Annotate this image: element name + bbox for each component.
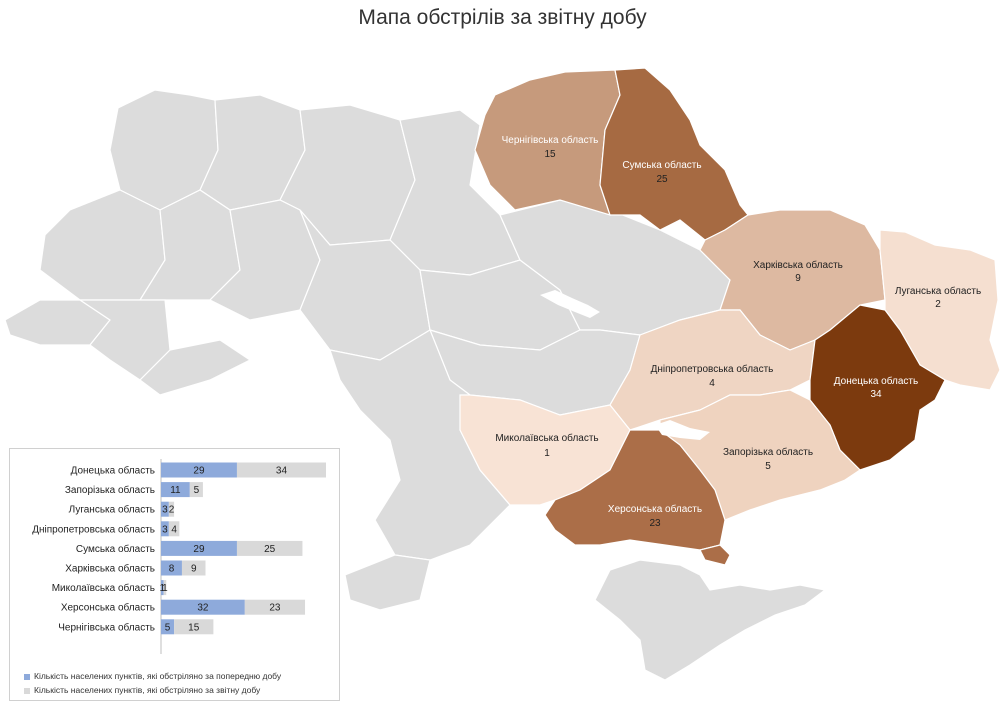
region-odesa[interactable]	[329, 329, 511, 561]
bar-previous-day	[161, 560, 182, 576]
map-label-sumy: Сумська область 25	[622, 159, 701, 185]
map-label-kherson-value: 23	[649, 518, 661, 529]
bar-current-day	[236, 462, 326, 478]
legend-swatch-current	[24, 687, 30, 694]
bar-current-day	[168, 521, 180, 537]
reservoir-kakhovka	[655, 420, 710, 440]
region-lviv[interactable]	[39, 189, 166, 301]
region-luhansk[interactable]	[879, 229, 1001, 391]
map-label-zaporizhzhia: Запорізька область 5	[723, 446, 813, 472]
map-label-dnipro: Дніпропетровська область 4	[651, 363, 774, 389]
region-kherson-spit[interactable]	[699, 544, 731, 566]
bar-previous-day	[161, 619, 175, 635]
map-label-kharkiv-name: Харківська область	[753, 259, 843, 271]
region-kherson[interactable]	[544, 429, 726, 551]
data-label-current-day: 15	[188, 622, 200, 633]
bar-previous-day	[161, 540, 237, 556]
map-label-kharkiv: Харківська область 9	[753, 259, 843, 284]
map-label-zaporizhzhia-name: Запорізька область	[723, 446, 813, 458]
data-label-current-day: 34	[276, 466, 288, 477]
bar-current-day	[174, 619, 214, 635]
category-label: Сумська область	[76, 543, 155, 555]
category-label: Донецька область	[71, 465, 155, 477]
page-title: Мапа обстрілів за звітну добу	[358, 6, 647, 29]
data-label-current-day: 9	[191, 564, 197, 575]
gray-regions	[4, 89, 731, 611]
map-label-sumy-name: Сумська область	[622, 159, 701, 171]
map-label-luhansk-name: Луганська область	[895, 285, 981, 297]
map-label-luhansk: Луганська область 2	[895, 285, 981, 310]
data-label-previous-day: 11	[170, 485, 181, 496]
map-label-zaporizhzhia-value: 5	[765, 461, 771, 472]
map-label-donetsk-name: Донецька область	[834, 375, 918, 387]
map-label-dnipro-value: 4	[709, 378, 715, 389]
data-label-previous-day: 29	[193, 466, 205, 477]
category-label: Чернігівська область	[58, 621, 155, 633]
map-label-chernihiv-value: 15	[544, 149, 556, 160]
category-label: Запорізька область	[65, 484, 155, 496]
map-label-kherson: Херсонська область 23	[608, 503, 702, 529]
legend-label-current: Кількість населених пунктів, які обстріл…	[34, 685, 261, 695]
data-label-previous-day: 5	[165, 622, 171, 633]
data-label-current-day: 23	[269, 603, 281, 614]
data-label-previous-day: 32	[197, 603, 209, 614]
map-label-kharkiv-value: 9	[795, 273, 801, 284]
category-label: Луганська область	[69, 504, 155, 516]
data-label-previous-day: 3	[162, 524, 168, 535]
data-label-current-day: 4	[171, 524, 177, 535]
region-chernivtsi[interactable]	[139, 339, 252, 396]
bar-current-day	[181, 560, 206, 576]
chart-panel: Донецька область 29 34 Запорізька область 11…	[9, 448, 340, 701]
map-label-luhansk-value: 2	[935, 299, 941, 310]
map-label-mykolaiv: Миколаївська область 1	[495, 432, 598, 459]
legend-label-previous: Кількість населених пунктів, які обстріл…	[34, 671, 282, 681]
bar-previous-day	[161, 462, 237, 478]
legend-swatch-previous	[24, 673, 30, 680]
data-label-previous-day: 1	[160, 583, 166, 594]
data-label-previous-day: 8	[169, 564, 175, 575]
map-label-sumy-value: 25	[656, 174, 668, 185]
region-crimea[interactable]	[594, 559, 827, 681]
region-sumy[interactable]	[599, 67, 749, 241]
legend-item-current: Кількість населених пунктів, які обстріл…	[24, 685, 260, 695]
data-label-current-day: 5	[194, 485, 200, 496]
map-label-donetsk: Донецька область 34	[834, 375, 918, 400]
bar-previous-day	[161, 521, 169, 537]
bar-current-day	[189, 482, 203, 498]
data-label-current-day: 1	[162, 583, 168, 594]
bar-previous-day	[161, 580, 164, 596]
bar-current-day	[163, 580, 167, 596]
map-label-donetsk-value: 34	[870, 389, 882, 400]
map-label-mykolaiv-name: Миколаївська область	[495, 432, 598, 444]
data-label-previous-day: 3	[162, 505, 168, 516]
map-label-chernihiv: Чернігівська область 15	[502, 134, 599, 160]
category-label: Дніпропетровська область	[32, 523, 155, 535]
data-label-previous-day: 29	[193, 544, 205, 555]
map-label-chernihiv-name: Чернігівська область	[502, 134, 599, 146]
category-label: Харківська область	[65, 563, 155, 575]
data-label-current-day: 25	[264, 544, 276, 555]
map-label-mykolaiv-value: 1	[544, 448, 550, 459]
reservoir-kyiv	[540, 290, 600, 318]
category-label: Херсонська область	[61, 602, 155, 614]
category-label: Миколаївська область	[52, 582, 155, 594]
bar-current-day	[236, 540, 303, 556]
bar-current-day	[168, 501, 175, 517]
bar-current-day	[244, 599, 306, 615]
map-label-kherson-name: Херсонська область	[608, 503, 702, 515]
bar-previous-day	[161, 482, 190, 498]
legend-item-previous: Кількість населених пунктів, які обстріл…	[24, 671, 281, 681]
bar-previous-day	[161, 599, 245, 615]
map-label-dnipro-name: Дніпропетровська область	[651, 363, 774, 375]
bar-previous-day	[161, 501, 169, 517]
data-label-current-day: 2	[169, 505, 175, 516]
region-odesa-south[interactable]	[344, 554, 431, 611]
